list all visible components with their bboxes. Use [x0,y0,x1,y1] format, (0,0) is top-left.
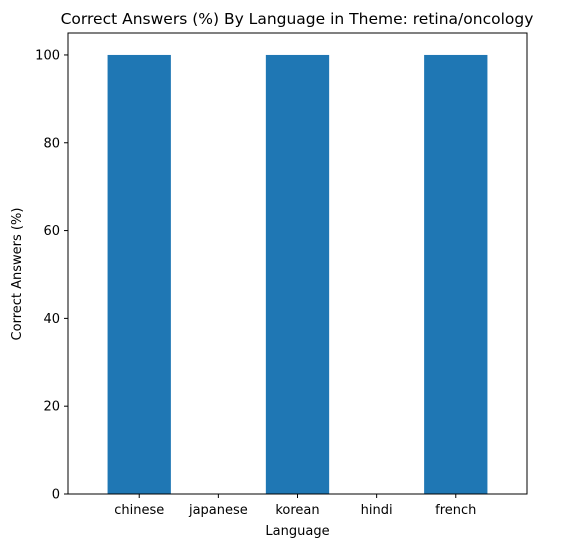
y-tick-label: 20 [43,400,60,415]
x-tick-label: hindi [361,503,393,518]
x-tick-label: chinese [114,503,164,518]
plot-area: 0 20 40 60 80 100 chinese japanese korean hindi f… [35,32,528,518]
bar-korean [265,54,330,494]
y-tick-label: 80 [43,136,60,151]
chart-title: Correct Answers (%) By Language in Theme… [61,10,534,28]
y-tick-label: 0 [52,488,60,503]
bar-chinese [107,54,171,494]
y-tick-label: 60 [43,224,60,239]
y-axis-label: Correct Answers (%) [10,208,25,341]
x-tick-label: japanese [188,503,248,518]
bar-french [424,54,488,494]
y-tick-label: 40 [43,312,60,327]
x-axis-ticks: chinese japanese korean hindi french [114,494,476,518]
y-tick-label: 100 [35,48,60,63]
x-tick-label: french [435,503,476,518]
x-tick-label: korean [275,503,319,518]
x-axis-label: Language [265,524,329,539]
y-axis-ticks: 0 20 40 60 80 100 [35,48,68,503]
bars-group [107,54,488,494]
plot-frame [67,32,528,495]
